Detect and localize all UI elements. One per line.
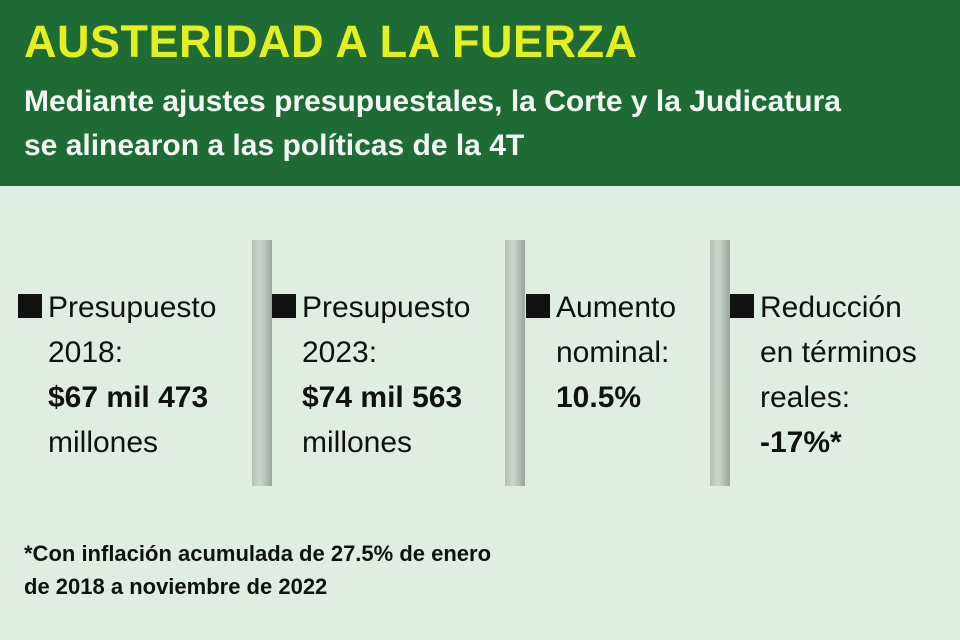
stat-label: 2018: — [48, 336, 124, 369]
stat-value: $74 mil 563 — [302, 381, 463, 414]
stat-label: Presupuesto — [48, 291, 217, 324]
footnote: *Con inflación acumulada de 27.5% de ene… — [24, 537, 491, 603]
bullet-square-icon — [730, 294, 754, 318]
stat-value: 10.5% — [556, 381, 642, 414]
stat-label: nominal: — [556, 336, 670, 369]
stat-label: en términos — [760, 336, 917, 369]
stat-real-reduction: Reducción en términos reales: -17%* — [730, 285, 917, 465]
bullet-square-icon — [526, 294, 550, 318]
divider — [252, 240, 272, 486]
divider — [505, 240, 525, 486]
bullet-square-icon — [18, 294, 42, 318]
stat-value: -17%* — [760, 426, 842, 459]
stat-label: reales: — [760, 381, 851, 414]
stat-nominal-increase: Aumento nominal: 10.5% — [526, 285, 676, 420]
stat-budget-2018: Presupuesto 2018: $67 mil 473 millones — [18, 285, 216, 465]
stat-suffix: millones — [302, 426, 413, 459]
stat-label: Presupuesto — [302, 291, 471, 324]
stat-suffix: millones — [48, 426, 159, 459]
stat-label: Reducción — [760, 291, 902, 324]
stat-value: $67 mil 473 — [48, 381, 209, 414]
subtitle: Mediante ajustes presupuestales, la Cort… — [24, 80, 841, 168]
page-title: AUSTERIDAD A LA FUERZA — [24, 16, 638, 67]
footnote-line: de 2018 a noviembre de 2022 — [24, 574, 328, 599]
footnote-line: *Con inflación acumulada de 27.5% de ene… — [24, 541, 492, 566]
stat-budget-2023: Presupuesto 2023: $74 mil 563 millones — [272, 285, 470, 465]
subtitle-line: Mediante ajustes presupuestales, la Cort… — [24, 85, 841, 118]
stat-label: Aumento — [556, 291, 677, 324]
bullet-square-icon — [272, 294, 296, 318]
divider — [710, 240, 730, 486]
header: AUSTERIDAD A LA FUERZA Mediante ajustes … — [0, 0, 960, 186]
subtitle-line: se alinearon a las políticas de la 4T — [24, 129, 525, 162]
stat-label: 2023: — [302, 336, 378, 369]
